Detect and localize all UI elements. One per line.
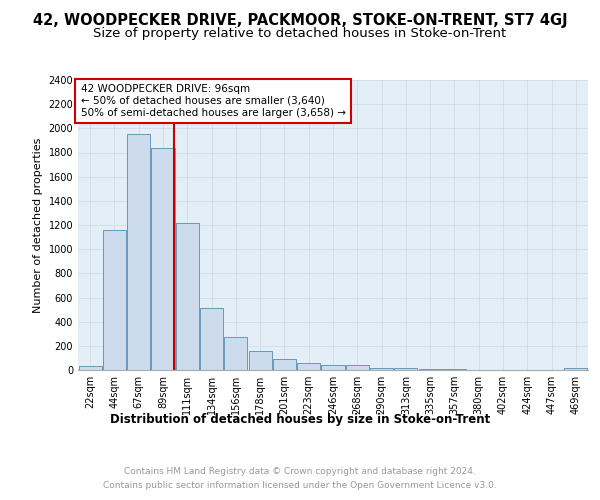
Bar xyxy=(200,308,223,370)
Text: Contains HM Land Registry data © Crown copyright and database right 2024.: Contains HM Land Registry data © Crown c… xyxy=(124,468,476,476)
Bar xyxy=(151,148,175,370)
Text: 42 WOODPECKER DRIVE: 96sqm
← 50% of detached houses are smaller (3,640)
50% of s: 42 WOODPECKER DRIVE: 96sqm ← 50% of deta… xyxy=(80,84,346,117)
Text: 42, WOODPECKER DRIVE, PACKMOOR, STOKE-ON-TRENT, ST7 4GJ: 42, WOODPECKER DRIVE, PACKMOOR, STOKE-ON… xyxy=(32,12,568,28)
Bar xyxy=(103,230,126,370)
Bar xyxy=(224,338,247,370)
Text: Distribution of detached houses by size in Stoke-on-Trent: Distribution of detached houses by size … xyxy=(110,412,490,426)
Y-axis label: Number of detached properties: Number of detached properties xyxy=(33,138,43,312)
Bar xyxy=(248,352,272,370)
Bar xyxy=(346,364,369,370)
Bar xyxy=(370,368,393,370)
Bar xyxy=(394,368,418,370)
Text: Size of property relative to detached houses in Stoke-on-Trent: Size of property relative to detached ho… xyxy=(94,28,506,40)
Bar xyxy=(565,368,587,370)
Bar xyxy=(322,364,344,370)
Bar xyxy=(176,222,199,370)
Text: Contains public sector information licensed under the Open Government Licence v3: Contains public sector information licen… xyxy=(103,481,497,490)
Bar xyxy=(419,369,442,370)
Bar xyxy=(127,134,150,370)
Bar xyxy=(79,366,101,370)
Bar xyxy=(273,359,296,370)
Bar xyxy=(297,364,320,370)
